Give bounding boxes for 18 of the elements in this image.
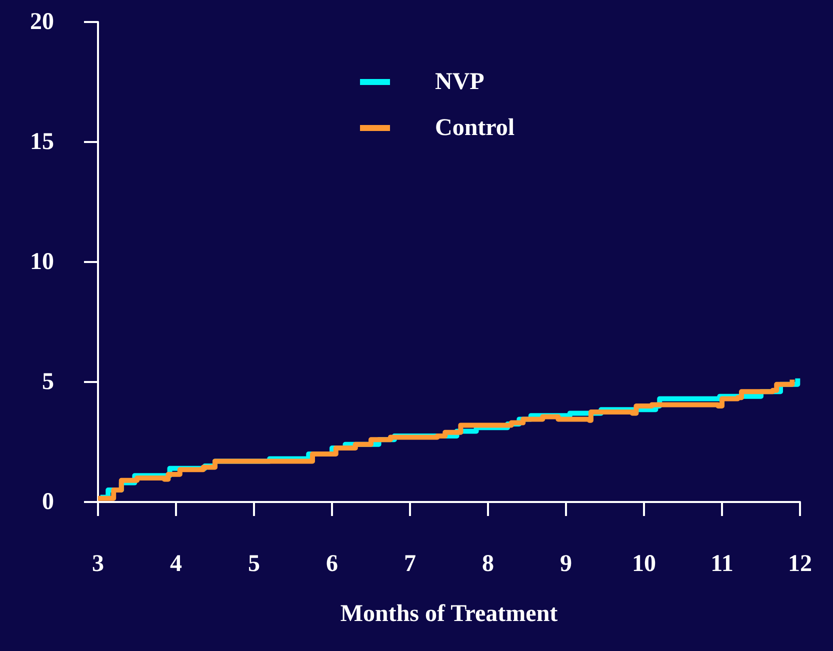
x-tick-label: 4: [170, 551, 182, 577]
y-tick-label: 10: [30, 249, 54, 275]
y-tick-label: 5: [42, 369, 54, 395]
x-tick-label: 9: [560, 551, 572, 577]
legend-label: Control: [435, 115, 515, 141]
x-tick-label: 6: [326, 551, 338, 577]
x-tick-label: 11: [710, 551, 734, 577]
legend-label: NVP: [435, 69, 484, 95]
x-tick-label: 3: [92, 551, 104, 577]
y-tick-label: 20: [30, 9, 54, 35]
x-tick-label: 7: [404, 551, 416, 577]
x-tick-label: 5: [248, 551, 260, 577]
y-tick-label: 0: [42, 489, 54, 515]
y-tick-label: 15: [30, 129, 54, 155]
x-tick-label: 10: [632, 551, 656, 577]
x-tick-label: 8: [482, 551, 494, 577]
x-tick-label: 12: [788, 551, 812, 577]
x-axis-title: Months of Treatment: [340, 601, 558, 627]
